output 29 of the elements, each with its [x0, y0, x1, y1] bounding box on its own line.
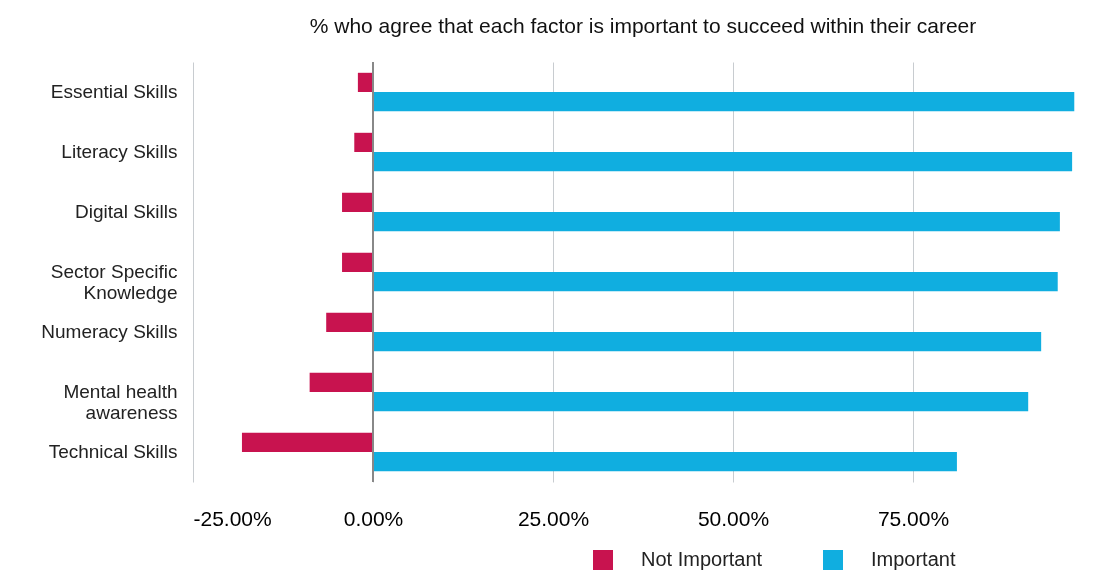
bar — [373, 92, 1075, 112]
bar — [357, 72, 373, 92]
bar — [373, 272, 1058, 292]
bar — [342, 192, 373, 212]
bar — [342, 252, 373, 272]
legend-label: Important — [871, 548, 956, 570]
x-tick-label: -25.00% — [193, 506, 272, 530]
bar — [241, 432, 373, 452]
x-tick-label: 25.00% — [517, 506, 590, 530]
y-tick-label: Essential Skills — [50, 81, 178, 102]
chart-title: % who agree that each factor is important to succeed within their career — [309, 14, 977, 37]
bar — [354, 132, 373, 152]
bar — [373, 212, 1060, 232]
y-tick-label: Digital Skills — [75, 201, 178, 222]
bar — [326, 312, 373, 332]
legend-label: Not Important — [641, 548, 763, 570]
y-tick-label: Sector Specific Knowledge — [50, 261, 178, 303]
y-tick-label: Literacy Skills — [61, 141, 178, 162]
y-tick-label: Mental health awareness — [63, 381, 178, 423]
bar — [373, 392, 1029, 412]
bar — [373, 152, 1073, 172]
x-tick-label: 75.00% — [877, 506, 950, 530]
bar — [309, 372, 373, 392]
bar — [373, 452, 957, 472]
y-tick-label: Technical Skills — [48, 441, 178, 462]
bar — [373, 332, 1042, 352]
x-tick-label: 0.00% — [343, 506, 404, 530]
y-tick-label: Numeracy Skills — [41, 321, 178, 342]
x-tick-label: 50.00% — [697, 506, 770, 530]
